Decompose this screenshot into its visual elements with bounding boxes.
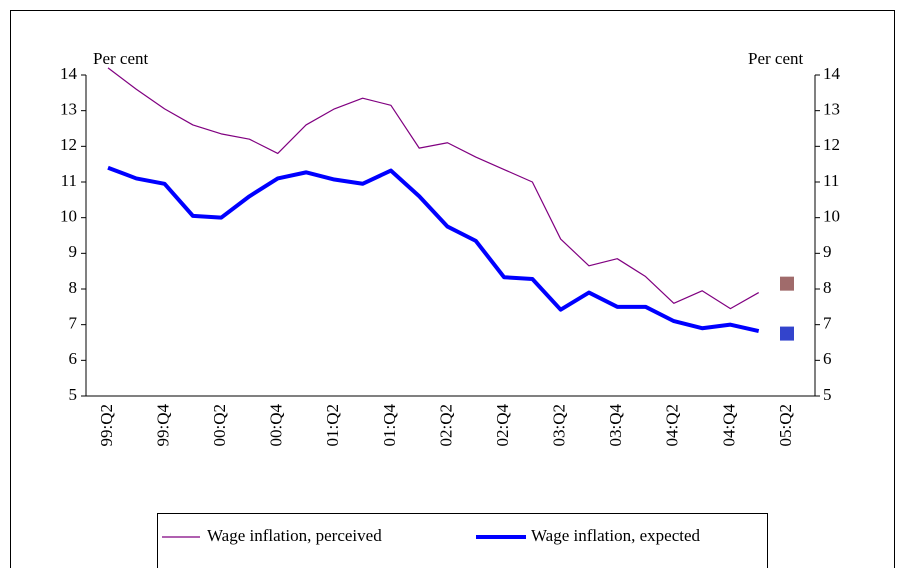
- y-tick-label: 12: [60, 135, 77, 154]
- y-tick-label: 5: [69, 385, 78, 404]
- marker: [780, 276, 794, 291]
- y2-tick-label: 8: [823, 278, 832, 297]
- x-tick-label: 03:Q4: [606, 404, 625, 447]
- x-tick-label: 01:Q4: [380, 404, 399, 447]
- y-tick-label: 11: [61, 171, 77, 190]
- series-line: [107, 67, 760, 310]
- y-tick-label: 8: [69, 278, 78, 297]
- y2-axis-label: Per cent: [748, 49, 804, 68]
- y2-tick-label: 13: [823, 100, 840, 119]
- y-tick-label: 9: [69, 242, 78, 261]
- y2-tick-label: 11: [823, 171, 839, 190]
- legend-label: Wage inflation, perceived: [207, 526, 382, 545]
- y2-tick-label: 10: [823, 207, 840, 226]
- x-tick-label: 05:Q2: [776, 404, 795, 447]
- y-tick-label: 10: [60, 207, 77, 226]
- x-tick-label: 02:Q2: [436, 404, 455, 447]
- y-tick-label: 6: [69, 349, 78, 368]
- y-tick-label: 13: [60, 100, 77, 119]
- series-line: [107, 165, 760, 334]
- x-tick-label: 04:Q4: [719, 404, 738, 447]
- y-axis-label: Per cent: [93, 49, 149, 68]
- y2-tick-label: 6: [823, 349, 832, 368]
- y-tick-label: 7: [69, 314, 78, 333]
- x-tick-label: 99:Q4: [153, 404, 172, 447]
- legend-label: Wage inflation, expected: [531, 526, 701, 545]
- x-tick-label: 00:Q4: [267, 404, 286, 447]
- marker: [780, 326, 794, 341]
- frame: [10, 10, 895, 568]
- x-tick-label: 04:Q2: [663, 404, 682, 447]
- x-tick-label: 03:Q2: [550, 404, 569, 447]
- y2-tick-label: 7: [823, 314, 832, 333]
- x-tick-label: 99:Q2: [97, 404, 116, 447]
- y-tick-label: 14: [60, 64, 78, 83]
- y2-tick-label: 5: [823, 385, 832, 404]
- x-tick-label: 02:Q4: [493, 404, 512, 447]
- legend: [157, 513, 768, 568]
- x-tick-label: 01:Q2: [323, 404, 342, 447]
- y2-tick-label: 12: [823, 135, 840, 154]
- y2-tick-label: 9: [823, 242, 832, 261]
- y2-tick-label: 14: [823, 64, 841, 83]
- x-tick-label: 00:Q2: [210, 404, 229, 447]
